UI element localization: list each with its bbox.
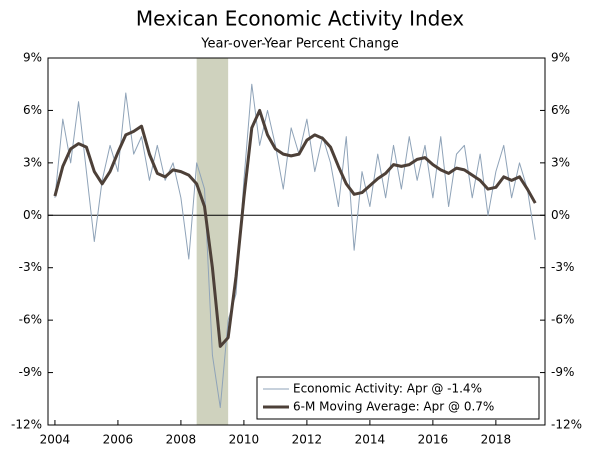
- legend-label: Economic Activity: Apr @ -1.4%: [293, 382, 482, 396]
- legend: Economic Activity: Apr @ -1.4% 6-M Moving…: [256, 376, 540, 420]
- chart-subtitle: Year-over-Year Percent Change: [200, 37, 398, 52]
- y2-tick-label: -6%: [551, 313, 574, 327]
- x-tick-label: 2014: [355, 433, 386, 447]
- y-tick-label: -3%: [19, 260, 42, 274]
- y-tick-label: 9%: [23, 51, 42, 65]
- y-tick-label: 3%: [23, 155, 42, 169]
- y2-tick-label: -9%: [551, 365, 574, 379]
- x-tick-label: 2006: [103, 433, 134, 447]
- plot-frame: [47, 57, 546, 426]
- y2-tick-label: 3%: [551, 155, 570, 169]
- y2-tick-label: 0%: [551, 208, 570, 222]
- series-line: [54, 83, 536, 409]
- y-tick-label: -6%: [19, 313, 42, 327]
- y2-tick-label: -3%: [551, 260, 574, 274]
- x-tick-label: 2018: [481, 433, 512, 447]
- y2-tick-label: 9%: [551, 51, 570, 65]
- y-tick-label: 0%: [23, 208, 42, 222]
- legend-box: [256, 376, 540, 420]
- legend-label: 6-M Moving Average: Apr @ 0.7%: [293, 400, 494, 414]
- x-tick-label: 2010: [229, 433, 260, 447]
- x-tick-label: 2004: [40, 433, 71, 447]
- y-tick-label: -12%: [11, 418, 42, 432]
- y2-tick-label: -12%: [551, 418, 582, 432]
- x-tick-label: 2008: [166, 433, 197, 447]
- x-tick-label: 2012: [292, 433, 323, 447]
- series-line: [53, 108, 537, 348]
- y2-tick-label: 6%: [551, 103, 570, 117]
- y-tick-label: -9%: [19, 365, 42, 379]
- chart-title: Mexican Economic Activity Index: [136, 7, 464, 31]
- y-tick-label: 6%: [23, 103, 42, 117]
- x-tick-label: 2016: [418, 433, 449, 447]
- recession-band: [196, 58, 229, 425]
